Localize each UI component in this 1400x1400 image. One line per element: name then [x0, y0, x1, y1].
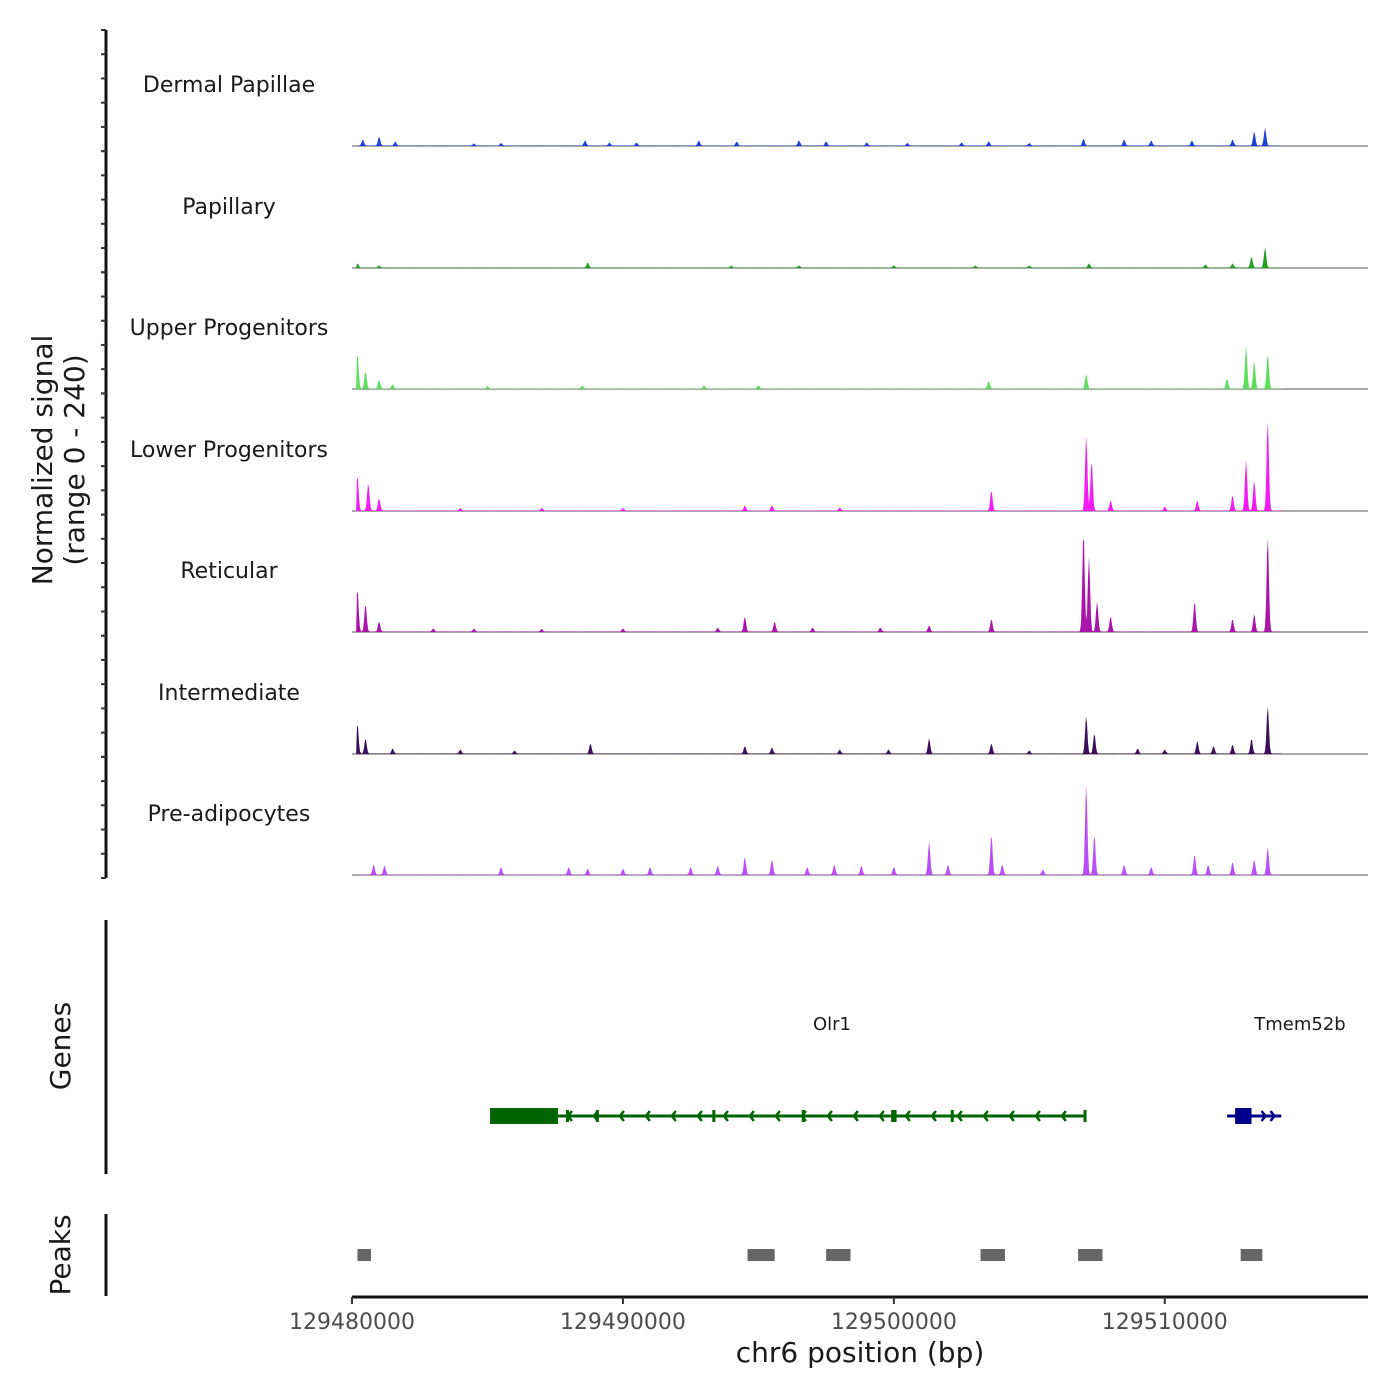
x-tick-label: 129480000	[289, 1310, 415, 1335]
gene-track: Olr1 Tmem52b	[490, 1014, 1346, 1124]
coverage-area	[356, 422, 1282, 511]
coverage-area	[356, 345, 1282, 389]
peaks-track-label: Peaks	[44, 1214, 77, 1295]
strand-arrow	[1034, 1110, 1041, 1122]
peak-region	[357, 1249, 371, 1261]
coverage-track: Upper Progenitors	[130, 316, 1368, 390]
coverage-track: Lower Progenitors	[130, 422, 1368, 512]
strand-arrow	[1269, 1110, 1277, 1122]
peak-track	[357, 1249, 1263, 1261]
gene-model: Tmem52b	[1227, 1014, 1346, 1124]
strand-arrow	[1008, 1110, 1015, 1122]
coverage-tracks: Dermal Papillae Papillary Upper Progenitor…	[130, 73, 1368, 876]
y-axis-range-label: (range 0 - 240)	[58, 354, 91, 565]
gene-model: Olr1	[490, 1014, 1087, 1124]
strand-arrow	[930, 1110, 937, 1122]
track-label: Upper Progenitors	[130, 316, 329, 341]
strand-arrow	[982, 1110, 989, 1122]
coverage-track: Pre-adipocytes	[148, 785, 1368, 876]
coverage-track: Intermediate	[158, 681, 1368, 755]
peak-region	[747, 1249, 775, 1261]
track-label: Papillary	[182, 195, 276, 220]
strand-arrow	[566, 1110, 573, 1122]
genes-track-label: Genes	[44, 1002, 77, 1090]
gene-cds	[1235, 1108, 1252, 1124]
peak-region	[826, 1249, 851, 1261]
strand-arrow	[904, 1110, 911, 1122]
strand-arrow	[1060, 1110, 1067, 1122]
strand-arrow	[670, 1110, 677, 1122]
peak-region	[1078, 1249, 1103, 1261]
coverage-area	[356, 785, 1282, 875]
left-axes	[101, 29, 108, 1296]
strand-arrow	[826, 1110, 833, 1122]
gene-exon	[595, 1110, 599, 1122]
peak-region	[1240, 1249, 1263, 1261]
gene-name-label: Olr1	[813, 1014, 851, 1035]
gene-exon	[891, 1110, 897, 1122]
strand-arrow	[722, 1110, 729, 1122]
gene-exon	[1083, 1110, 1087, 1122]
x-tick-label: 129510000	[1102, 1310, 1228, 1335]
track-label: Lower Progenitors	[130, 438, 328, 463]
track-label: Intermediate	[158, 681, 300, 706]
track-label: Pre-adipocytes	[148, 802, 311, 827]
coverage-track: Papillary	[182, 195, 1368, 269]
strand-arrow	[592, 1110, 599, 1122]
coverage-track: Dermal Papillae	[143, 73, 1368, 147]
strand-arrow	[696, 1110, 703, 1122]
strand-arrow	[956, 1110, 963, 1122]
track-label: Dermal Papillae	[143, 73, 315, 98]
coverage-area	[356, 538, 1282, 632]
strand-arrow	[774, 1110, 781, 1122]
gene-name-label: Tmem52b	[1253, 1014, 1345, 1035]
strand-arrow	[644, 1110, 651, 1122]
gene-exon	[950, 1110, 954, 1122]
y-axis-label: Normalized signal	[26, 335, 59, 586]
x-axis-label: chr6 position (bp)	[736, 1336, 985, 1369]
strand-arrow	[852, 1110, 859, 1122]
coverage-area	[356, 706, 1282, 754]
strand-arrow	[878, 1110, 885, 1122]
strand-arrow	[618, 1110, 625, 1122]
track-label: Reticular	[180, 559, 278, 584]
x-tick-label: 129500000	[831, 1310, 957, 1335]
strand-arrow	[748, 1110, 755, 1122]
coverage-area	[356, 127, 1282, 146]
gene-exon	[712, 1110, 716, 1122]
x-axis: 129480000 129490000 129500000 129510000	[289, 1295, 1368, 1335]
strand-arrow	[1260, 1110, 1268, 1122]
coverage-track: Reticular	[180, 538, 1368, 633]
coverage-area	[356, 247, 1282, 268]
strand-arrow	[800, 1110, 807, 1122]
x-tick-label: 129490000	[560, 1310, 686, 1335]
peak-region	[980, 1249, 1005, 1261]
gene-cds	[490, 1108, 558, 1124]
